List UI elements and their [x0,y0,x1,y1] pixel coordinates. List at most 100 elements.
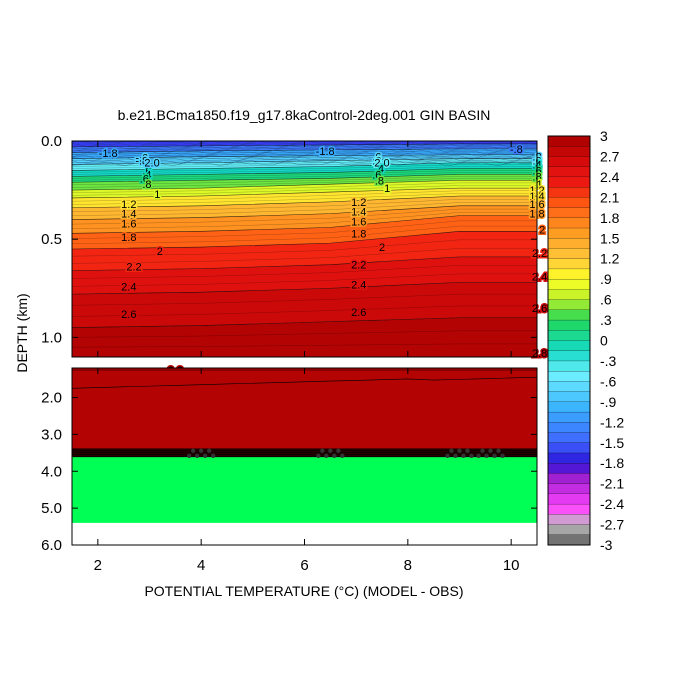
contour-label: -.8 [135,156,148,168]
colorbar-band [547,534,591,546]
colorbar-band [547,207,591,219]
upper-panel: -1.8 -1.8 -.8-.6-.8.62.0.4.6.811.21.41.61.… [41,133,549,378]
contour-label: 1.2 [351,197,366,209]
contour-line [72,187,537,199]
colorbar-label: 2.4 [600,169,620,185]
contour-label-cluster [194,453,200,459]
colorbar: 3 2.7 2.4 2.1 1.8 1.5 1.2 .9 .6 .3 0 -.3 -.6 -.9 -1.2 -… [547,128,624,553]
colorbar-label: 0 [600,333,608,349]
colorbar-label: -.9 [600,394,617,410]
colorbar-band [547,442,591,454]
contour-line [72,202,537,216]
contour-line [72,195,537,209]
contour-line [72,185,537,196]
temperature-band [72,195,537,220]
y-tick-label: 5.0 [41,500,62,517]
colorbar-band [547,258,591,270]
contour-label: .8 [142,179,151,191]
contour-label-cluster [340,453,345,459]
colorbar-label: -2.4 [600,496,624,512]
contour-line [72,141,537,145]
y-tick-label: 6.0 [41,537,62,554]
colorbar-band [547,514,591,525]
contour-label: 1.2 [121,199,136,211]
colorbar-band [547,524,591,536]
contour-line [72,143,537,148]
contour-line [72,147,537,152]
contour-label: 2.6 [121,309,136,321]
contour-line [72,178,537,188]
contour-line [72,159,537,164]
contour-line [72,239,537,257]
colorbar-label: 3 [600,128,608,144]
temperature-band [72,148,537,159]
contour-label: 1.8 [351,228,366,240]
temperature-band [72,162,537,177]
colorbar-band [547,217,591,229]
contour-line [72,168,537,177]
contour-label-cluster [316,453,321,459]
x-tick-label: 4 [197,557,205,574]
contour-label: .8 [372,156,381,168]
contour-line [72,158,537,165]
contour-line [72,225,537,244]
colorbar-band [547,176,591,188]
contour-line [72,376,537,389]
colorbar-band [547,135,591,147]
contour-line [72,256,537,271]
contour-label-cluster [320,448,325,454]
colorbar-band [547,422,591,433]
contour-label-cluster [336,448,341,454]
colorbar-band [547,483,591,495]
temperature-band [72,317,537,357]
contour-label: 1 [537,179,543,191]
contour-label: .6 [140,173,149,185]
contour-label-cluster [457,448,462,454]
contour-label-cluster [206,448,212,454]
colorbar-band [547,432,591,444]
contour-line [72,294,537,306]
colorbar-band [547,401,591,413]
contour-label: 2.0 [374,158,389,170]
contour-label: 2.2 [532,248,547,260]
contour-label: .4 [142,169,151,181]
colorbar-band [547,319,591,331]
contour-label: 1.6 [351,217,366,229]
colorbar-band [547,503,591,515]
contour-line [72,172,537,181]
contour-label: .8 [375,175,384,187]
contour-label: 2.4 [532,271,547,283]
deep-bottom-layer [72,456,537,523]
colorbar-band [547,360,591,372]
colorbar-band [547,248,591,260]
contour-label-cluster [328,448,333,454]
colorbar-band [547,156,591,168]
contour-line [72,282,537,295]
colorbar-band [547,166,591,178]
contour-line [72,156,537,162]
contour-label-cluster [496,448,501,454]
contour-label: 1 [384,183,390,195]
temperature-band [72,215,537,249]
contour-label: -.6 [135,153,148,165]
contour-label-cluster [332,453,337,459]
colorbar-label: -.6 [600,373,617,389]
contour-label: -.8 [510,144,523,156]
colorbar-band [547,411,591,423]
contour-label-cluster [449,448,454,454]
contour-label: 2.0 [144,158,159,170]
colorbar-label: -2.7 [600,517,624,533]
temperature-band [72,168,537,183]
contour-line [72,145,537,149]
colorbar-band [547,289,591,301]
colorbar-label: 2.1 [600,189,620,205]
contour-line [72,179,537,191]
contour-label: 1.8 [121,232,136,244]
contour-line [72,208,537,225]
contour-label-cluster [492,453,497,459]
contour-label-cluster [198,448,204,454]
contour-label: .4 [375,163,384,175]
contour-label: 2.4 [351,279,366,291]
contour-label: 1 [154,189,160,201]
